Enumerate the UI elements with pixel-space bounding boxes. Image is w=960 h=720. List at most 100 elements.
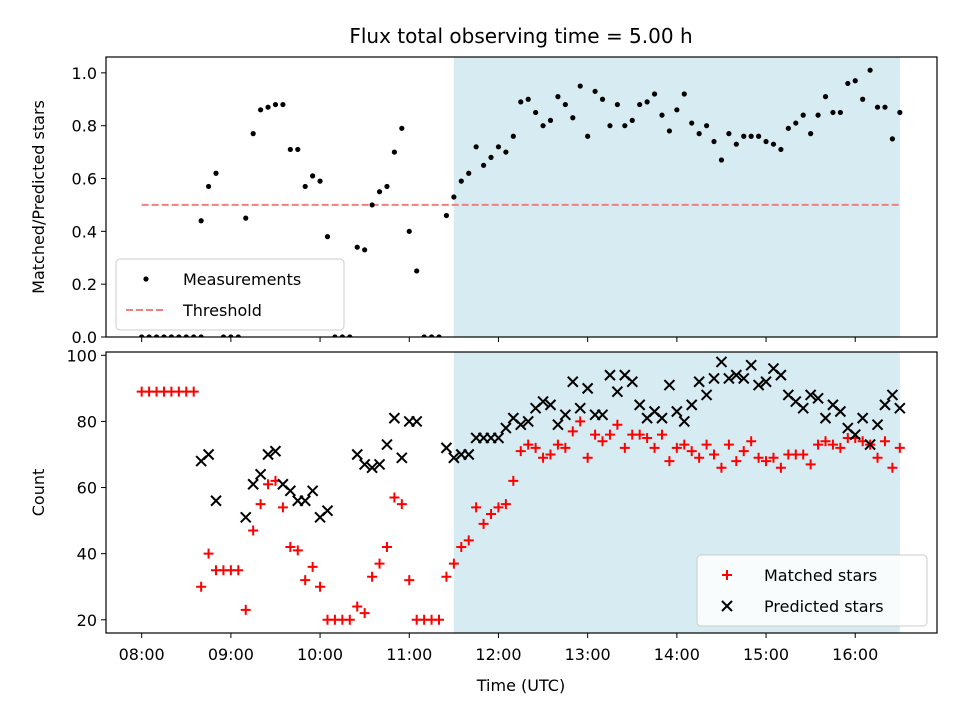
predicted-star-point bbox=[752, 379, 765, 391]
legend-box bbox=[115, 258, 345, 331]
y-tick-label: 80 bbox=[77, 412, 97, 431]
matched-star-point bbox=[188, 386, 199, 397]
x-tick-label: 15:00 bbox=[743, 645, 789, 664]
predicted-star-point bbox=[381, 438, 393, 451]
predicted-star-point bbox=[760, 376, 772, 388]
measurement-point bbox=[808, 131, 814, 137]
measurement-point bbox=[458, 178, 464, 184]
measurement-point bbox=[258, 107, 264, 113]
measurement-point bbox=[510, 133, 516, 139]
matched-star-point bbox=[582, 452, 593, 463]
matched-star-point bbox=[694, 452, 705, 463]
matched-star-point bbox=[775, 462, 786, 473]
matched-star-point bbox=[255, 499, 266, 510]
matched-star-point bbox=[575, 416, 586, 427]
measurement-point bbox=[384, 183, 390, 190]
measurement-point bbox=[689, 120, 695, 126]
predicted-star-point bbox=[262, 448, 274, 461]
measurement-point bbox=[629, 117, 635, 123]
matched-star-point bbox=[768, 452, 779, 463]
predicted-star-point bbox=[500, 422, 512, 434]
measurement-point bbox=[741, 133, 747, 139]
measurement-point bbox=[874, 104, 881, 110]
measurement-point bbox=[310, 173, 316, 179]
x-tick-label: 10:00 bbox=[297, 645, 343, 664]
predicted-star-point bbox=[894, 402, 906, 414]
matched-star-point bbox=[686, 446, 697, 457]
measurement-point bbox=[302, 183, 308, 190]
matched-star-point bbox=[381, 542, 392, 553]
predicted-star-point bbox=[284, 485, 297, 497]
matched-star-point bbox=[277, 502, 288, 513]
measurement-point bbox=[733, 141, 739, 147]
measurement-point bbox=[518, 99, 524, 105]
matched-star-point bbox=[292, 545, 303, 556]
predicted-star-point bbox=[864, 438, 876, 451]
measurement-point bbox=[666, 128, 673, 134]
predicted-star-point bbox=[522, 415, 534, 428]
measurement-point bbox=[220, 334, 227, 337]
measurement-point bbox=[421, 334, 427, 337]
measurement-point bbox=[295, 146, 301, 153]
predicted-star-point bbox=[745, 359, 757, 371]
x-tick-label: 08:00 bbox=[119, 645, 165, 664]
matched-star-point bbox=[649, 442, 660, 453]
matched-star-point bbox=[500, 499, 511, 510]
legend-marker-measurements bbox=[143, 276, 149, 282]
measurement-point bbox=[362, 247, 368, 253]
measurement-point bbox=[243, 215, 249, 221]
matched-star-point bbox=[196, 581, 207, 592]
measurement-point bbox=[480, 162, 487, 168]
measurement-point bbox=[406, 228, 412, 234]
matched-star-point bbox=[567, 426, 578, 437]
predicted-star-point bbox=[886, 389, 899, 401]
predicted-star-point bbox=[730, 369, 743, 381]
matched-star-point bbox=[538, 452, 549, 463]
measurement-point bbox=[607, 123, 613, 129]
matched-star-point bbox=[679, 439, 690, 450]
measurement-point bbox=[770, 141, 777, 147]
predicted-star-point bbox=[596, 409, 609, 421]
y-tick-label: 0.2 bbox=[72, 275, 97, 294]
matched-star-point bbox=[315, 581, 326, 592]
matched-star-point bbox=[879, 436, 890, 447]
matched-star-point bbox=[508, 475, 519, 486]
measurement-point bbox=[644, 99, 650, 105]
matched-star-point bbox=[389, 492, 400, 503]
predicted-star-point bbox=[804, 389, 817, 401]
x-tick-label: 16:00 bbox=[832, 645, 878, 664]
measurement-point bbox=[525, 96, 531, 102]
measurement-point bbox=[495, 144, 502, 150]
predicted-star-point bbox=[210, 495, 222, 507]
matched-star-point bbox=[471, 502, 482, 513]
measurement-point bbox=[726, 131, 732, 137]
legend-label: Threshold bbox=[182, 301, 262, 320]
predicted-star-point bbox=[492, 432, 505, 444]
predicted-star-point bbox=[567, 376, 579, 388]
measurement-point bbox=[599, 96, 606, 102]
measurement-point bbox=[763, 138, 769, 145]
measurement-point bbox=[139, 334, 145, 337]
x-axis-label: Time (UTC) bbox=[476, 676, 565, 695]
matched-star-point bbox=[433, 614, 444, 625]
predicted-star-point bbox=[448, 452, 460, 464]
matched-star-point bbox=[664, 456, 675, 467]
predicted-star-point bbox=[358, 458, 371, 471]
matched-star-point bbox=[560, 442, 571, 453]
measurement-point bbox=[168, 334, 175, 337]
matched-star-point bbox=[456, 542, 467, 553]
matched-star-point bbox=[612, 419, 623, 430]
matched-star-point bbox=[656, 429, 667, 440]
measurement-point bbox=[800, 112, 806, 118]
legend-marker-matched bbox=[722, 570, 732, 580]
measurement-point bbox=[778, 146, 784, 153]
measurement-point bbox=[711, 138, 717, 145]
measurement-point bbox=[443, 212, 450, 219]
markers bbox=[136, 356, 906, 625]
predicted-star-point bbox=[879, 399, 891, 411]
matched-star-point bbox=[374, 558, 385, 569]
measurement-point bbox=[570, 115, 576, 121]
matched-star-point bbox=[716, 462, 727, 473]
measurement-point bbox=[756, 133, 762, 139]
predicted-star-point bbox=[463, 448, 475, 461]
